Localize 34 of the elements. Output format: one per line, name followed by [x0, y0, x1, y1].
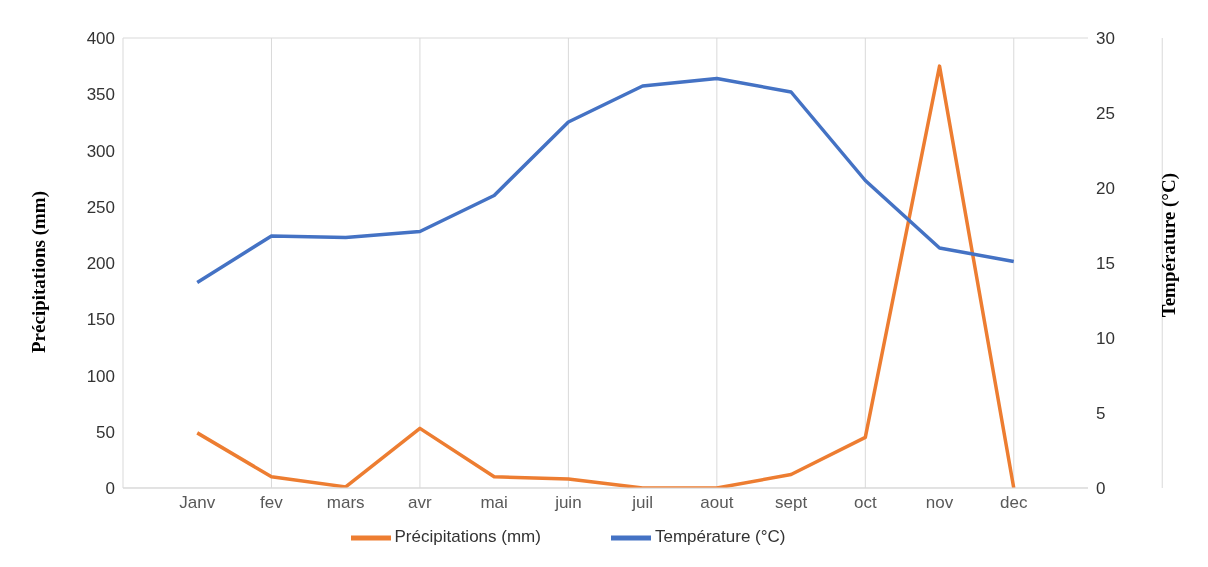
y-tick-label: 50: [96, 422, 115, 442]
y2-tick-label: 0: [1096, 479, 1106, 499]
y2-tick-label: 15: [1096, 254, 1115, 274]
x-tick-label: dec: [1000, 493, 1028, 513]
legend-label: Précipitations (mm): [394, 527, 541, 547]
x-tick-label: mars: [326, 493, 365, 513]
y-tick-label: 150: [86, 310, 115, 330]
y2-tick-label: 20: [1096, 179, 1115, 199]
line-series: [195, 76, 1016, 285]
y2-axis-title: Température (°C): [1157, 173, 1180, 318]
x-tick-label: aout: [700, 493, 734, 513]
x-tick-label: nov: [925, 493, 954, 513]
y2-tick-label: 10: [1096, 329, 1115, 349]
legend-label: Température (°C): [654, 527, 786, 547]
y-tick-label: 200: [86, 254, 115, 274]
y-tick-label: 350: [86, 85, 115, 105]
y2-tick-label: 30: [1096, 29, 1115, 49]
y-tick-label: 400: [86, 29, 115, 49]
y-tick-label: 100: [86, 366, 115, 386]
x-tick-label: juil: [631, 493, 654, 513]
x-tick-label: mai: [480, 493, 508, 513]
x-tick-label: fev: [260, 493, 284, 513]
x-tick-label: juin: [554, 493, 582, 513]
x-tick-label: Janv: [179, 493, 216, 513]
y-axis-title: Précipitations (mm): [27, 191, 50, 353]
x-tick-label: oct: [853, 493, 877, 513]
y-tick-label: 0: [105, 479, 115, 499]
y2-tick-label: 5: [1096, 404, 1106, 424]
x-tick-label: avr: [408, 493, 433, 513]
y-tick-label: 250: [86, 197, 115, 217]
line-series: [195, 64, 1016, 488]
x-tick-label: sept: [775, 493, 808, 513]
y2-tick-label: 25: [1096, 104, 1115, 124]
y-tick-label: 300: [86, 141, 115, 161]
